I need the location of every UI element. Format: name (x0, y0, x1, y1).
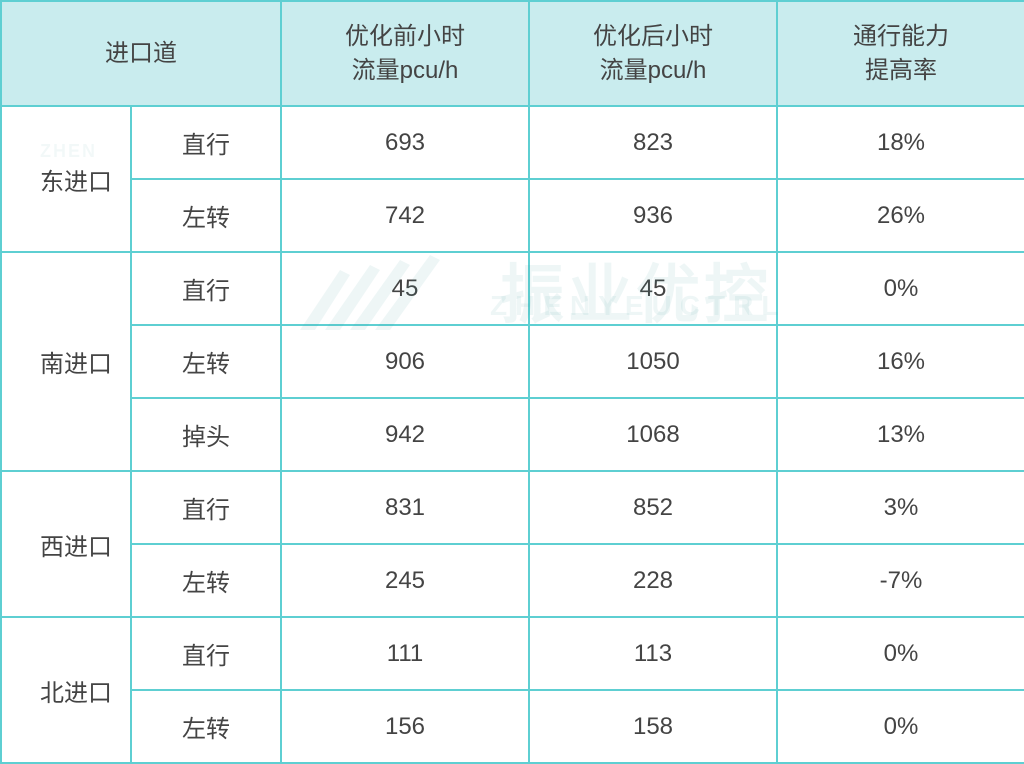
direction-cell: 左转 (131, 544, 281, 617)
group-cell: 南进口 (1, 252, 131, 471)
table-row: 西进口直行8318523% (1, 471, 1024, 544)
header-before: 优化前小时流量pcu/h (281, 1, 529, 106)
header-group: 进口道 (1, 1, 281, 106)
group-cell: 东进口 (1, 106, 131, 252)
before-cell: 156 (281, 690, 529, 763)
direction-cell: 掉头 (131, 398, 281, 471)
direction-cell: 左转 (131, 179, 281, 252)
before-cell: 693 (281, 106, 529, 179)
after-cell: 1050 (529, 325, 777, 398)
before-cell: 942 (281, 398, 529, 471)
table-body: 东进口直行69382318%左转74293626%南进口直行45450%左转90… (1, 106, 1024, 763)
rate-cell: 0% (777, 617, 1024, 690)
header-row: 进口道 优化前小时流量pcu/h 优化后小时流量pcu/h 通行能力提高率 (1, 1, 1024, 106)
table-row: 掉头942106813% (1, 398, 1024, 471)
direction-cell: 直行 (131, 471, 281, 544)
direction-cell: 直行 (131, 106, 281, 179)
rate-cell: 18% (777, 106, 1024, 179)
rate-cell: 0% (777, 690, 1024, 763)
before-cell: 111 (281, 617, 529, 690)
after-cell: 1068 (529, 398, 777, 471)
after-cell: 852 (529, 471, 777, 544)
header-after: 优化后小时流量pcu/h (529, 1, 777, 106)
header-rate: 通行能力提高率 (777, 1, 1024, 106)
after-cell: 228 (529, 544, 777, 617)
rate-cell: 3% (777, 471, 1024, 544)
before-cell: 742 (281, 179, 529, 252)
direction-cell: 直行 (131, 617, 281, 690)
rate-cell: 26% (777, 179, 1024, 252)
before-cell: 245 (281, 544, 529, 617)
table-row: 北进口直行1111130% (1, 617, 1024, 690)
traffic-flow-table: 进口道 优化前小时流量pcu/h 优化后小时流量pcu/h 通行能力提高率 东进… (0, 0, 1024, 764)
rate-cell: 16% (777, 325, 1024, 398)
direction-cell: 直行 (131, 252, 281, 325)
table-row: 左转74293626% (1, 179, 1024, 252)
table-row: 左转245228-7% (1, 544, 1024, 617)
after-cell: 158 (529, 690, 777, 763)
group-cell: 西进口 (1, 471, 131, 617)
rate-cell: -7% (777, 544, 1024, 617)
after-cell: 936 (529, 179, 777, 252)
before-cell: 906 (281, 325, 529, 398)
after-cell: 823 (529, 106, 777, 179)
group-cell: 北进口 (1, 617, 131, 763)
after-cell: 113 (529, 617, 777, 690)
table-row: 南进口直行45450% (1, 252, 1024, 325)
before-cell: 831 (281, 471, 529, 544)
direction-cell: 左转 (131, 690, 281, 763)
direction-cell: 左转 (131, 325, 281, 398)
rate-cell: 13% (777, 398, 1024, 471)
table-row: 左转906105016% (1, 325, 1024, 398)
table-row: 左转1561580% (1, 690, 1024, 763)
before-cell: 45 (281, 252, 529, 325)
after-cell: 45 (529, 252, 777, 325)
rate-cell: 0% (777, 252, 1024, 325)
table-row: 东进口直行69382318% (1, 106, 1024, 179)
